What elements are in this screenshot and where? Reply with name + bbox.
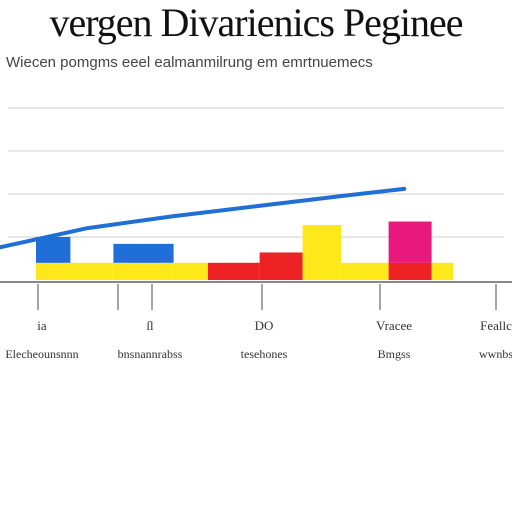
category-sublabel-4: wwnbs xyxy=(479,347,512,361)
category-sublabel-1: bnsnannrabss xyxy=(118,347,183,361)
bar-11 xyxy=(388,221,432,263)
bar-10 xyxy=(388,262,432,280)
tick-label-3: Vracee xyxy=(376,318,412,333)
bar-9 xyxy=(341,262,389,280)
chart-subtitle: Wiecen pomgms eeel ealmanmilrung em emrt… xyxy=(6,54,373,71)
bar-8 xyxy=(302,224,342,263)
bar-6 xyxy=(259,252,303,280)
category-sublabel-0: Elecheounsnnn xyxy=(5,347,78,361)
series-line-0 xyxy=(0,186,407,250)
tick-label-2: DO xyxy=(255,318,274,333)
tick-label-4: Feallc xyxy=(480,318,512,333)
bar-4 xyxy=(173,262,208,280)
bar-5 xyxy=(208,262,260,280)
tick-label-0: ia xyxy=(37,318,47,333)
bar-3 xyxy=(113,243,174,263)
chart-title: vergen Divarienics Peginee xyxy=(49,0,463,45)
bar-12 xyxy=(431,262,454,280)
bar-0 xyxy=(36,262,114,280)
bar-1 xyxy=(36,237,71,263)
tick-label-1: ſl xyxy=(146,318,154,333)
category-sublabel-2: tesehones xyxy=(241,347,288,361)
bar-7 xyxy=(302,262,342,280)
bar-2 xyxy=(113,262,174,280)
category-sublabel-3: Bmgss xyxy=(378,347,411,361)
